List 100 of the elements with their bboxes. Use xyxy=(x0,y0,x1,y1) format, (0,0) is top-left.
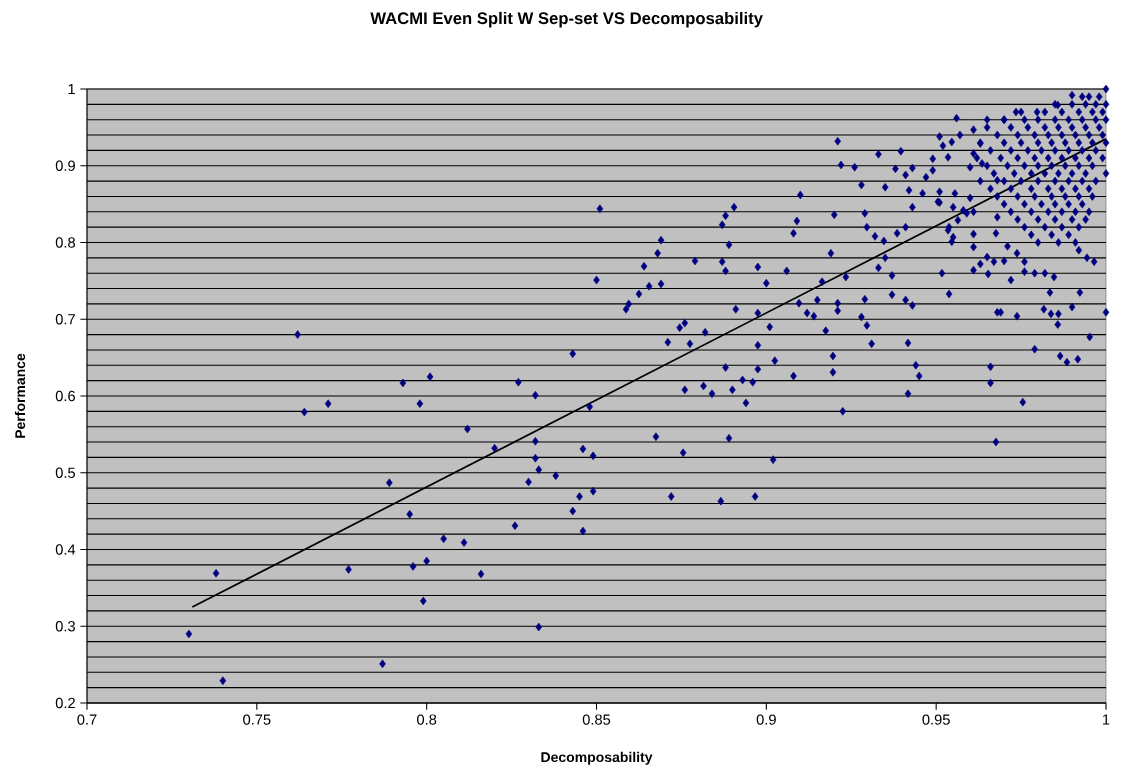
point xyxy=(1014,153,1021,163)
point xyxy=(912,361,920,370)
point xyxy=(1099,107,1106,117)
point xyxy=(983,123,991,132)
point xyxy=(1061,161,1069,171)
point xyxy=(861,209,869,218)
point xyxy=(1065,199,1072,209)
point xyxy=(875,263,882,273)
point xyxy=(1072,238,1079,247)
point xyxy=(1017,176,1025,186)
point xyxy=(1058,222,1066,232)
point xyxy=(1031,153,1038,163)
point xyxy=(881,182,889,192)
point xyxy=(863,222,871,232)
point xyxy=(1065,115,1072,124)
point xyxy=(987,184,994,194)
point xyxy=(1099,153,1106,163)
x-tick-label: 0.8 xyxy=(417,714,437,725)
point xyxy=(1085,184,1093,194)
point xyxy=(909,301,916,310)
y-tick-label: 0.2 xyxy=(55,697,75,709)
point xyxy=(803,308,811,318)
y-tick-label: 0.4 xyxy=(55,544,76,555)
x-tick-label: 0.9 xyxy=(756,714,776,725)
point xyxy=(834,136,841,146)
point xyxy=(1089,107,1096,117)
point xyxy=(1055,238,1062,247)
point xyxy=(1034,176,1042,186)
point xyxy=(1065,176,1072,186)
point xyxy=(1082,215,1089,224)
point xyxy=(888,290,896,299)
point xyxy=(185,629,193,639)
point xyxy=(1051,199,1059,209)
point xyxy=(829,367,837,377)
point xyxy=(795,298,803,308)
point xyxy=(892,164,899,174)
point xyxy=(1007,207,1015,217)
point xyxy=(1058,153,1066,163)
point xyxy=(1058,130,1066,140)
point xyxy=(1038,146,1045,155)
point xyxy=(1038,199,1045,209)
point xyxy=(834,306,841,316)
point xyxy=(1051,176,1059,186)
point xyxy=(1000,176,1008,186)
point xyxy=(1000,138,1008,147)
point xyxy=(1089,161,1096,171)
x-tick-label: 0.75 xyxy=(243,714,271,725)
point xyxy=(1000,199,1008,209)
point xyxy=(1004,161,1011,171)
point xyxy=(1048,138,1055,147)
point xyxy=(1044,153,1052,163)
point xyxy=(1007,123,1015,132)
point xyxy=(1051,215,1059,224)
point xyxy=(818,277,826,286)
point xyxy=(983,161,991,171)
point xyxy=(1044,130,1052,140)
point xyxy=(871,232,879,241)
point xyxy=(1055,169,1062,178)
x-tick-label: 0.85 xyxy=(582,714,611,725)
point xyxy=(1034,138,1042,147)
point xyxy=(990,169,998,178)
point xyxy=(1065,146,1072,155)
point xyxy=(1024,123,1032,132)
y-tick-label: 0.6 xyxy=(55,390,75,402)
point xyxy=(1034,238,1042,247)
point xyxy=(1075,222,1083,232)
point xyxy=(766,322,773,332)
point xyxy=(1058,207,1066,217)
point xyxy=(1102,138,1110,147)
point xyxy=(880,236,888,246)
point xyxy=(1068,169,1076,178)
point xyxy=(1014,215,1021,224)
point xyxy=(1034,215,1042,224)
point xyxy=(1011,169,1018,178)
y-tick-label: 1 xyxy=(68,83,75,95)
point xyxy=(763,278,770,288)
y-tick-label: 0.3 xyxy=(55,621,75,632)
x-axis-title: Decomposability xyxy=(541,751,653,765)
point xyxy=(831,210,838,220)
point xyxy=(1092,100,1100,109)
point xyxy=(994,192,1001,201)
point xyxy=(829,351,837,361)
point xyxy=(1007,146,1015,155)
point xyxy=(1072,207,1079,217)
point xyxy=(1085,207,1093,217)
point xyxy=(904,338,912,348)
point xyxy=(1041,169,1049,178)
point xyxy=(1028,184,1035,194)
point xyxy=(1021,115,1028,124)
point xyxy=(875,149,882,159)
point xyxy=(1075,138,1083,147)
point xyxy=(863,321,871,330)
point xyxy=(1092,115,1100,124)
point xyxy=(861,295,869,304)
point xyxy=(1034,115,1042,124)
point xyxy=(379,659,386,669)
point xyxy=(1085,153,1093,163)
point xyxy=(827,248,835,258)
point xyxy=(797,190,804,200)
point xyxy=(1048,230,1055,240)
